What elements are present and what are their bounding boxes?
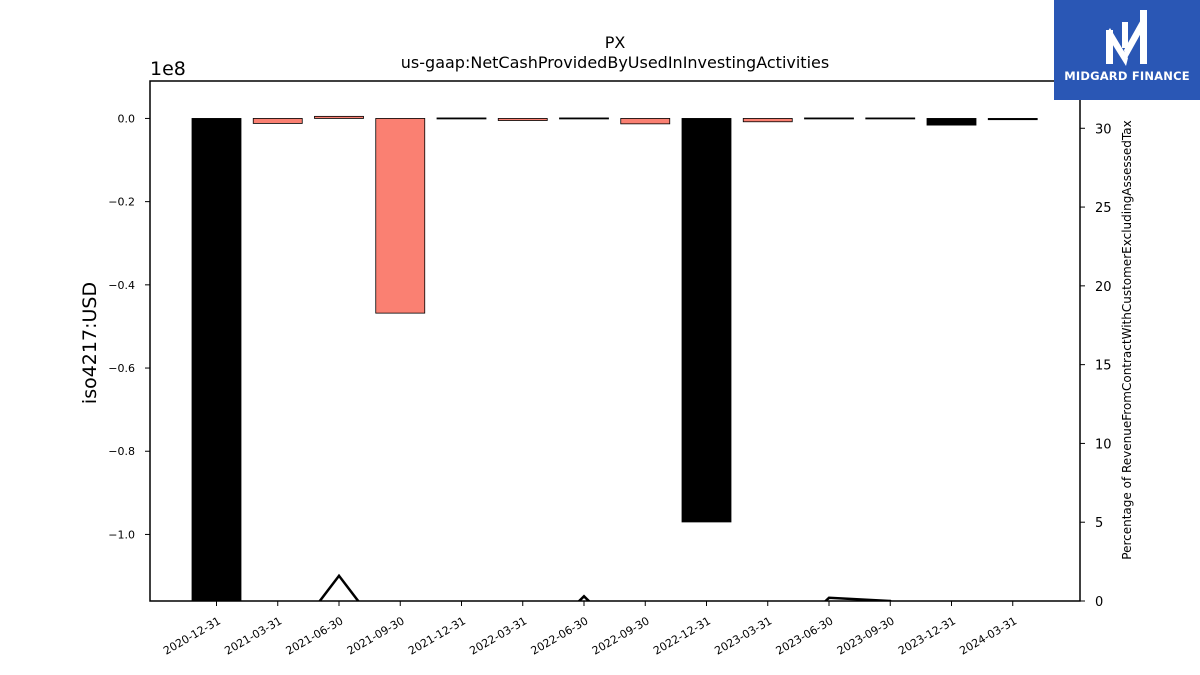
bar-2020-12-31	[191, 118, 242, 602]
chart-title: PX	[605, 33, 626, 52]
y2-tick-label: 20	[1095, 280, 1112, 295]
x-tick-label: 2022-03-31	[467, 614, 529, 657]
bar-2023-03-31	[742, 118, 793, 123]
bar-2021-09-30	[375, 118, 426, 314]
chart-subtitle: us-gaap:NetCashProvidedByUsedInInvesting…	[401, 53, 829, 72]
y2-tick-label: 25	[1095, 201, 1112, 216]
x-tick-label: 2023-06-30	[774, 614, 836, 657]
x-tick-label: 2021-12-31	[406, 614, 468, 657]
bar-2023-09-30	[865, 117, 916, 120]
y2-tick-label: 15	[1095, 359, 1112, 374]
y-tick-label: −0.6	[108, 362, 135, 375]
y2-tick-label: 0	[1095, 595, 1103, 610]
y-offset-label: 1e8	[150, 58, 186, 80]
y-tick-label: −1.0	[108, 528, 135, 541]
y2-tick-label: 10	[1095, 437, 1112, 452]
y2-tick-label: 5	[1095, 516, 1103, 531]
bar-2021-06-30	[314, 115, 364, 119]
bar-2022-09-30	[620, 118, 671, 125]
x-tick-label: 2023-12-31	[896, 614, 958, 657]
x-tick-label: 2021-06-30	[284, 614, 346, 657]
y-tick-label: −0.2	[108, 196, 135, 209]
y2-axis-ticks: 0 5 10 15 20 25 30	[1080, 122, 1112, 610]
y-axis-ticks: 0.0 −0.2 −0.4 −0.6 −0.8 −1.0	[108, 112, 150, 541]
x-tick-label: 2022-09-30	[590, 614, 652, 657]
bar-2023-12-31	[926, 118, 977, 126]
bar-series	[191, 115, 1038, 602]
y2-tick-label: 30	[1095, 122, 1112, 137]
x-tick-label: 2021-03-31	[222, 614, 284, 657]
x-tick-label: 2022-06-30	[529, 614, 591, 657]
logo-text: MIDGARD FINANCE	[1064, 69, 1190, 83]
y-axis-label: iso4217:USD	[79, 282, 101, 404]
bar-2022-06-30	[559, 117, 609, 120]
x-tick-label: 2023-03-31	[712, 614, 774, 657]
x-tick-label: 2024-03-31	[957, 614, 1019, 657]
bar-2023-06-30	[804, 117, 854, 120]
x-tick-label: 2022-12-31	[651, 614, 713, 657]
x-tick-label: 2021-09-30	[345, 614, 407, 657]
y-tick-label: −0.8	[108, 445, 135, 458]
y2-axis-label: Percentage of RevenueFromContractWithCus…	[1120, 120, 1134, 559]
y-tick-label: −0.4	[108, 279, 135, 292]
x-axis-ticks: 2020-12-31 2021-03-31 2021-06-30 2021-09-30…	[161, 601, 1019, 658]
bar-2021-03-31	[252, 118, 303, 124]
y-tick-label: 0.0	[118, 112, 136, 125]
bar-2022-12-31	[681, 118, 732, 523]
x-tick-label: 2023-09-30	[835, 614, 897, 657]
bar-2021-12-31	[436, 117, 487, 120]
bar-2024-03-31	[987, 118, 1038, 121]
plot-frame	[149, 80, 1081, 602]
midgard-logo-icon	[1106, 10, 1147, 66]
bar-2022-03-31	[497, 118, 548, 121]
x-tick-label: 2020-12-31	[161, 614, 223, 657]
midgard-finance-logo: MIDGARD FINANCE	[1054, 0, 1200, 100]
